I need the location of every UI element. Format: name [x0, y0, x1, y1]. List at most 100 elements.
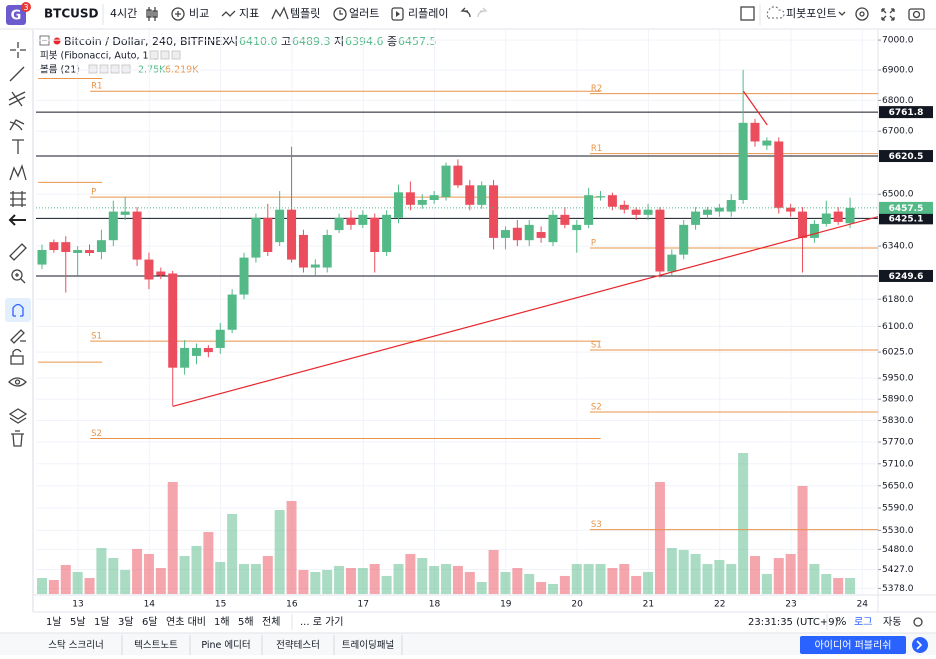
y-tick-label: 5830.0 [882, 416, 914, 426]
price-box-label: 6761.8 [889, 108, 924, 118]
magnet-tool[interactable] [12, 303, 24, 317]
range-button[interactable]: 1날 [46, 616, 62, 628]
snapshot-icon[interactable] [908, 8, 925, 21]
candle-body [310, 264, 320, 268]
pattern-tool[interactable] [9, 163, 27, 181]
volume-bar [643, 572, 654, 594]
volume-bar [821, 573, 832, 594]
volume-bar [524, 573, 535, 594]
tab[interactable]: 전략테스터 [276, 639, 320, 651]
range-button[interactable]: 1달 [94, 616, 110, 628]
crosshair-tool[interactable] [10, 42, 26, 58]
chart-style-icon[interactable] [146, 7, 158, 21]
tab[interactable]: 스탁 스크리너 [48, 639, 103, 651]
volume-bar [785, 553, 796, 594]
candle-body [417, 200, 427, 205]
tab[interactable]: 트레이딩패널 [342, 640, 394, 651]
goto-button[interactable]: ... 로 가기 [300, 616, 344, 628]
stay-drawing[interactable] [10, 329, 26, 344]
hide-tool[interactable] [8, 377, 27, 387]
range-button[interactable]: 6달 [142, 616, 158, 628]
back-tool[interactable] [8, 214, 26, 226]
lock-tool[interactable] [10, 355, 24, 365]
candle-body [477, 185, 487, 205]
volume-bar [619, 563, 630, 594]
fullscreen-icon[interactable] [881, 8, 895, 21]
volume-bar [417, 558, 428, 594]
undo[interactable] [460, 7, 471, 18]
y-tick-label: 5378.0 [882, 584, 914, 594]
ruler-tool[interactable] [9, 243, 27, 261]
y-tick-label: 5530.0 [882, 526, 914, 536]
projection-tool[interactable] [10, 191, 26, 207]
symbol[interactable]: BTCUSD [44, 7, 99, 21]
axis-settings[interactable] [913, 617, 923, 627]
range-button[interactable]: 전체 [262, 616, 280, 628]
badge [21, 2, 31, 12]
candle-body [239, 257, 249, 295]
range-button[interactable]: 5해 [238, 615, 254, 628]
range-button[interactable]: 3달 [118, 616, 134, 628]
publish-button[interactable] [800, 636, 906, 654]
box-icon[interactable] [740, 6, 755, 21]
candle-body [144, 259, 154, 280]
range-button[interactable]: 1해 [214, 615, 230, 628]
text-tool[interactable] [12, 139, 24, 154]
y-tick-label: 6340.0 [882, 242, 914, 252]
volume-bar [500, 572, 511, 594]
candle-body [691, 211, 701, 225]
cloud-icon[interactable] [766, 6, 785, 19]
log-toggle[interactable]: 로그 [854, 617, 872, 628]
candle-body [667, 254, 677, 272]
volume-bar [96, 548, 107, 594]
volume-bar [690, 553, 701, 594]
top-toolbar: G 3 BTCUSD 4시간 비교 지표 템플릿 얼러트 리플레이 피봇포인트 [0, 2, 936, 30]
volume-bar [809, 563, 820, 594]
alerts-icon[interactable] [333, 7, 347, 21]
candle-body [536, 232, 546, 238]
indicators-icon[interactable] [221, 10, 236, 17]
templates[interactable]: 템플릿 [290, 7, 320, 20]
compare[interactable]: 비교 [189, 7, 209, 20]
range-button[interactable]: 5날 [70, 616, 86, 628]
ohlc-label: 종 [387, 35, 397, 48]
pivot-label: S2 [591, 402, 602, 412]
layers-tool[interactable] [8, 408, 28, 424]
alerts[interactable]: 얼러트 [349, 6, 379, 20]
pivot-button[interactable]: 피봇포인트 [786, 7, 837, 20]
zoom-tool[interactable] [11, 269, 23, 281]
templates-icon[interactable] [271, 6, 289, 20]
auto-toggle[interactable]: 자동 [883, 616, 901, 628]
tab[interactable]: 텍스트노트 [134, 640, 178, 651]
volume-bar [595, 563, 606, 594]
volume-bar [120, 569, 131, 594]
candle-body [37, 250, 47, 265]
interval[interactable]: 4시간 [110, 7, 137, 20]
percent-toggle[interactable]: % [836, 615, 846, 628]
volume-bar [452, 565, 463, 594]
volume-bar [464, 572, 475, 594]
tab[interactable]: Pine 에디터 [201, 640, 250, 651]
settings-icon[interactable] [855, 7, 869, 21]
redo[interactable] [477, 7, 488, 18]
price-box [879, 106, 933, 119]
delete-tool[interactable] [11, 430, 24, 447]
candle-body [322, 234, 332, 268]
candle-body [370, 217, 380, 253]
range-button[interactable]: 연초 대비 [166, 616, 206, 628]
fib-tool[interactable] [8, 91, 26, 107]
compare-icon[interactable] [171, 7, 185, 21]
trend-line [742, 90, 768, 126]
line-tool[interactable] [9, 66, 25, 82]
brush-tool[interactable] [9, 119, 25, 131]
price-box [879, 150, 933, 163]
volume-bar [239, 563, 250, 594]
replay-icon[interactable] [391, 7, 404, 21]
candle-body [85, 250, 95, 253]
logo[interactable] [6, 5, 26, 25]
dropdown[interactable] [838, 11, 846, 16]
indicators[interactable]: 지표 [239, 7, 259, 20]
volume-bar [536, 582, 547, 594]
replay[interactable]: 리플레이 [408, 7, 448, 20]
candle-body [762, 140, 772, 146]
